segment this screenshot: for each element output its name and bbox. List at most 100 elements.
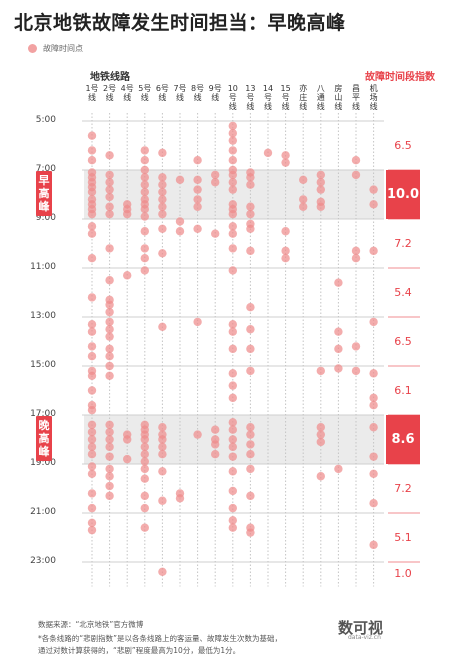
failure-point-0-33 xyxy=(87,503,97,513)
failure-point-8-3 xyxy=(228,146,237,155)
failure-point-9-15 xyxy=(246,450,255,459)
failure-point-13-1 xyxy=(316,178,325,187)
failure-point-13-6 xyxy=(316,423,325,432)
line-label-14: 房山线 xyxy=(334,84,343,111)
failure-point-9-8 xyxy=(246,303,255,312)
failure-point-3-5 xyxy=(140,187,149,197)
line-label-13: 八通线 xyxy=(316,84,325,111)
failure-point-8-0 xyxy=(228,121,237,131)
failure-point-4-12 xyxy=(158,435,167,444)
failure-point-1-18 xyxy=(105,371,114,380)
line-label-4: 6号线 xyxy=(155,84,169,102)
failure-point-6-0 xyxy=(193,156,202,165)
failure-point-8-16 xyxy=(228,320,237,329)
failure-point-1-3 xyxy=(105,185,114,194)
failure-point-7-5 xyxy=(211,440,220,449)
line-label-10: 14号线 xyxy=(262,84,274,111)
failure-point-3-17 xyxy=(140,435,149,444)
failure-point-4-0 xyxy=(158,148,167,158)
failure-point-1-13 xyxy=(105,325,114,334)
failure-point-1-6 xyxy=(105,209,114,219)
failure-point-9-1 xyxy=(246,173,255,182)
failure-point-14-4 xyxy=(334,464,343,474)
failure-point-3-9 xyxy=(140,212,149,221)
legend: 故障时间点 xyxy=(28,43,83,54)
index-value-6: 8.6 xyxy=(386,415,420,464)
failure-point-9-17 xyxy=(246,491,255,501)
failure-point-9-19 xyxy=(246,528,255,537)
failure-point-6-7 xyxy=(193,430,202,439)
failure-point-8-18 xyxy=(228,344,237,354)
failure-point-8-13 xyxy=(228,229,237,238)
failure-point-1-22 xyxy=(105,442,114,452)
failure-point-3-21 xyxy=(140,464,149,474)
failure-point-8-26 xyxy=(228,452,237,461)
failure-point-12-1 xyxy=(299,195,308,204)
failure-point-3-10 xyxy=(140,227,149,236)
legend-label: 故障时间点 xyxy=(43,44,83,53)
time-tick-1: 7:00 xyxy=(35,164,56,174)
failure-point-0-16 xyxy=(87,320,97,329)
time-tick-2: 9:00 xyxy=(35,213,56,223)
failure-point-8-14 xyxy=(228,244,237,253)
failure-point-14-2 xyxy=(334,344,343,354)
failure-point-8-8 xyxy=(228,185,237,194)
failure-point-3-25 xyxy=(140,523,149,532)
failure-point-15-5 xyxy=(351,366,361,376)
failure-point-16-10 xyxy=(369,499,378,508)
line-label-6: 8号线 xyxy=(191,84,205,102)
failure-point-8-23 xyxy=(228,425,237,434)
failure-point-12-2 xyxy=(299,202,308,211)
failure-point-1-8 xyxy=(105,276,114,285)
failure-point-4-2 xyxy=(158,180,167,189)
failure-point-9-2 xyxy=(246,180,255,189)
failure-point-8-1 xyxy=(228,129,237,138)
failure-point-4-4 xyxy=(158,195,167,204)
failure-point-0-34 xyxy=(87,518,97,527)
failure-point-8-17 xyxy=(228,327,237,336)
failure-point-6-5 xyxy=(193,224,202,233)
index-axis-title: 故障时间段指数 xyxy=(365,72,435,83)
failure-point-3-12 xyxy=(140,254,149,263)
failure-point-16-3 xyxy=(369,317,378,327)
failure-point-8-27 xyxy=(228,467,237,476)
failure-point-0-7 xyxy=(87,187,97,197)
chart-title: 北京地铁故障发生时间担当：早晚高峰 xyxy=(14,12,346,34)
time-tick-6: 17:00 xyxy=(30,409,56,419)
failure-point-9-4 xyxy=(246,209,255,219)
failure-point-9-16 xyxy=(246,464,255,474)
failure-point-15-0 xyxy=(351,156,361,165)
failure-point-10-0 xyxy=(263,148,273,158)
failure-point-2-6 xyxy=(123,454,132,464)
failure-point-16-11 xyxy=(369,540,378,550)
line-label-1: 2号线 xyxy=(103,84,117,102)
failure-point-8-19 xyxy=(228,369,237,378)
failure-point-15-4 xyxy=(351,342,361,351)
failure-point-1-25 xyxy=(105,472,114,481)
failure-point-1-20 xyxy=(105,427,114,437)
failure-point-14-1 xyxy=(334,327,343,336)
failure-point-9-13 xyxy=(246,430,255,439)
failure-point-0-14 xyxy=(87,254,97,263)
failure-point-6-3 xyxy=(193,195,202,204)
index-value-5: 6.1 xyxy=(394,383,412,397)
failure-point-15-1 xyxy=(351,170,361,180)
failure-point-0-31 xyxy=(87,469,97,478)
failure-point-9-14 xyxy=(246,440,255,449)
line-label-11: 15号线 xyxy=(280,84,291,111)
failure-point-0-32 xyxy=(87,489,97,498)
failure-point-13-9 xyxy=(316,472,325,481)
failure-point-3-20 xyxy=(140,457,149,466)
failure-point-5-4 xyxy=(175,494,185,503)
failure-point-5-1 xyxy=(175,217,185,226)
failure-point-16-8 xyxy=(369,452,378,461)
failure-point-7-2 xyxy=(211,229,220,238)
failure-point-8-11 xyxy=(228,209,237,219)
failure-point-3-13 xyxy=(140,266,149,275)
failure-point-4-10 xyxy=(158,423,167,432)
failure-point-8-20 xyxy=(228,381,237,390)
failure-point-1-24 xyxy=(105,464,114,474)
failure-point-8-28 xyxy=(228,486,237,496)
failure-point-0-28 xyxy=(87,442,97,452)
